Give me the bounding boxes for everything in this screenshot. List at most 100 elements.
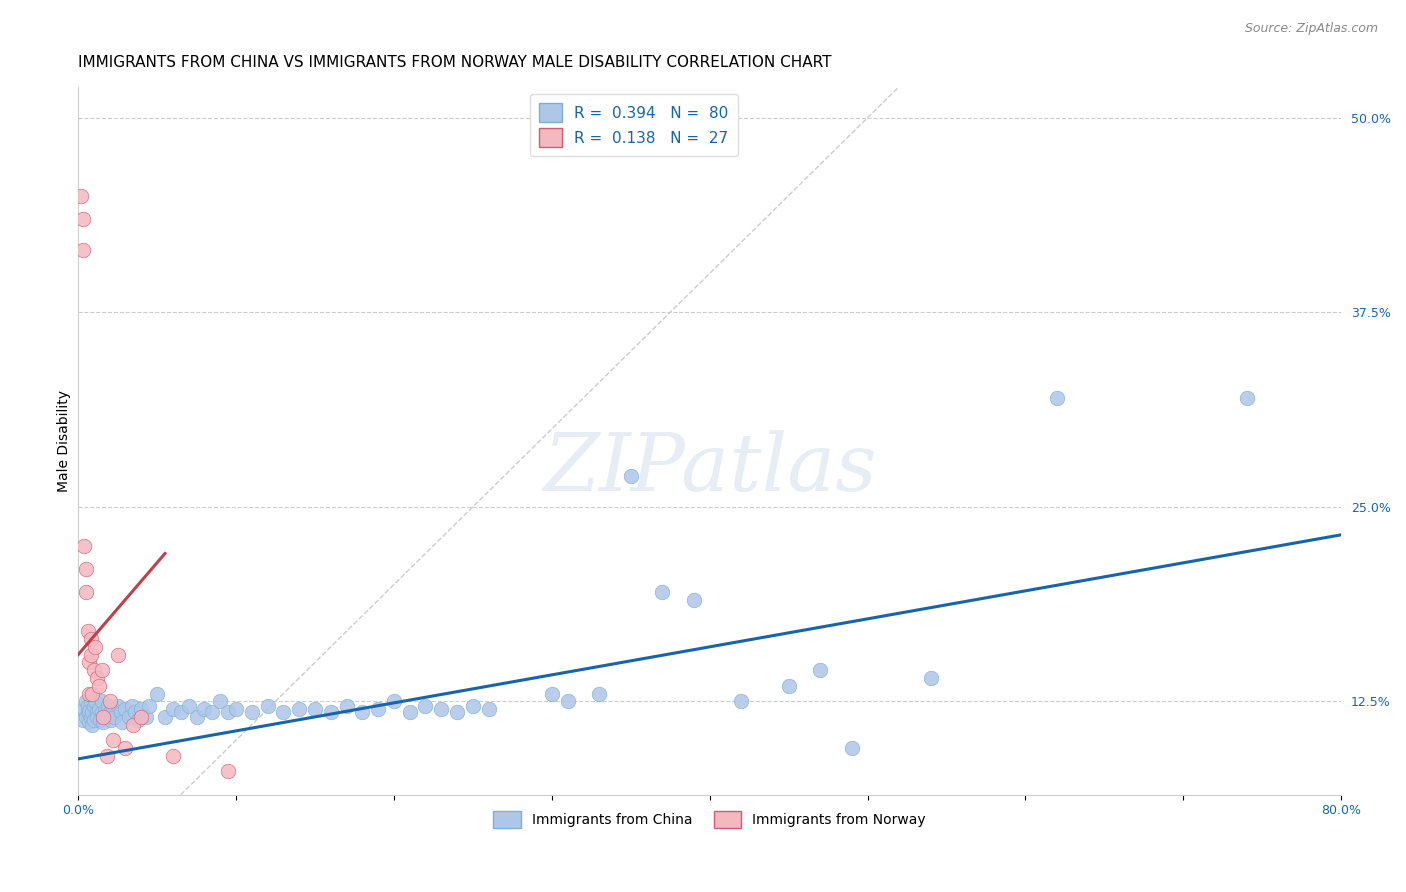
- Point: [304, 702, 326, 716]
- Point: [217, 764, 239, 779]
- Point: [100, 713, 122, 727]
- Point: [70, 188, 93, 202]
- Point: [97, 698, 120, 713]
- Point: [110, 705, 132, 719]
- Point: [1046, 391, 1069, 405]
- Point: [352, 705, 374, 719]
- Point: [588, 687, 610, 701]
- Point: [730, 694, 752, 708]
- Point: [177, 698, 200, 713]
- Point: [80, 648, 103, 662]
- Point: [138, 698, 160, 713]
- Point: [72, 211, 94, 226]
- Point: [77, 704, 100, 718]
- Point: [98, 694, 121, 708]
- Point: [89, 713, 111, 727]
- Point: [80, 632, 103, 646]
- Point: [103, 710, 125, 724]
- Point: [920, 671, 942, 685]
- Point: [82, 705, 104, 719]
- Point: [83, 713, 105, 727]
- Point: [83, 663, 105, 677]
- Point: [118, 710, 141, 724]
- Point: [430, 702, 453, 716]
- Point: [841, 741, 863, 756]
- Point: [146, 687, 169, 701]
- Point: [77, 687, 100, 701]
- Point: [129, 702, 152, 716]
- Text: ZIPatlas: ZIPatlas: [543, 430, 876, 508]
- Point: [82, 717, 104, 731]
- Point: [367, 702, 389, 716]
- Point: [86, 705, 108, 719]
- Point: [478, 702, 501, 716]
- Point: [127, 713, 149, 727]
- Point: [72, 243, 94, 257]
- Point: [683, 593, 706, 607]
- Point: [217, 705, 239, 719]
- Point: [93, 710, 115, 724]
- Point: [73, 539, 96, 553]
- Point: [162, 702, 184, 716]
- Point: [620, 468, 643, 483]
- Point: [77, 656, 100, 670]
- Point: [93, 714, 115, 729]
- Point: [96, 748, 118, 763]
- Point: [90, 663, 112, 677]
- Point: [461, 698, 484, 713]
- Point: [73, 702, 96, 716]
- Point: [75, 694, 97, 708]
- Point: [201, 705, 224, 719]
- Point: [107, 648, 129, 662]
- Point: [557, 694, 579, 708]
- Point: [209, 694, 232, 708]
- Point: [135, 710, 157, 724]
- Point: [98, 705, 121, 719]
- Point: [319, 705, 342, 719]
- Point: [96, 710, 118, 724]
- Point: [107, 698, 129, 713]
- Point: [186, 710, 208, 724]
- Point: [170, 705, 193, 719]
- Point: [83, 698, 105, 713]
- Point: [84, 694, 107, 708]
- Point: [121, 698, 143, 713]
- Point: [162, 748, 184, 763]
- Point: [540, 687, 562, 701]
- Point: [86, 671, 108, 685]
- Point: [193, 702, 215, 716]
- Y-axis label: Male Disability: Male Disability: [58, 390, 72, 491]
- Point: [111, 714, 134, 729]
- Point: [240, 705, 263, 719]
- Point: [82, 687, 104, 701]
- Point: [114, 702, 136, 716]
- Point: [75, 562, 97, 576]
- Legend: Immigrants from China, Immigrants from Norway: Immigrants from China, Immigrants from N…: [488, 805, 932, 834]
- Point: [153, 710, 176, 724]
- Text: Source: ZipAtlas.com: Source: ZipAtlas.com: [1244, 22, 1378, 36]
- Point: [72, 713, 94, 727]
- Point: [94, 704, 117, 718]
- Point: [76, 705, 98, 719]
- Point: [225, 702, 247, 716]
- Point: [256, 698, 278, 713]
- Point: [398, 705, 420, 719]
- Point: [808, 663, 831, 677]
- Point: [1236, 391, 1258, 405]
- Point: [84, 640, 107, 654]
- Point: [87, 702, 110, 716]
- Point: [778, 679, 800, 693]
- Point: [129, 710, 152, 724]
- Point: [114, 741, 136, 756]
- Point: [124, 705, 146, 719]
- Point: [335, 698, 357, 713]
- Point: [80, 710, 103, 724]
- Point: [651, 585, 673, 599]
- Point: [77, 714, 100, 729]
- Point: [122, 717, 145, 731]
- Point: [415, 698, 437, 713]
- Text: IMMIGRANTS FROM CHINA VS IMMIGRANTS FROM NORWAY MALE DISABILITY CORRELATION CHAR: IMMIGRANTS FROM CHINA VS IMMIGRANTS FROM…: [79, 55, 831, 70]
- Point: [273, 705, 295, 719]
- Point: [90, 694, 112, 708]
- Point: [288, 702, 311, 716]
